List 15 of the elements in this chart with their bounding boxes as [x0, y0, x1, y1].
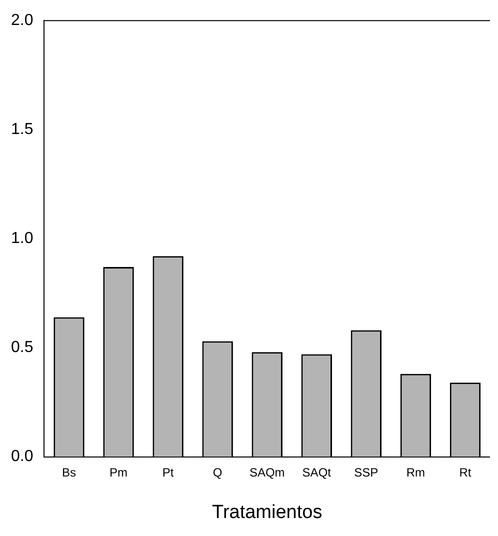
y-tick-label: 0.0 — [10, 448, 34, 466]
x-tick-label: SSP — [354, 465, 378, 480]
x-tick-label: Q — [212, 465, 222, 480]
y-tick-label: 0.5 — [10, 339, 34, 356]
y-tick-label: 1.5 — [10, 121, 34, 138]
x-tick-label: Bs — [62, 465, 76, 480]
x-tick-label: Pt — [162, 465, 174, 480]
x-tick-label: Pm — [110, 465, 128, 480]
x-tick-label: SAQt — [302, 465, 332, 480]
y-tick-label: 2.0 — [10, 12, 34, 30]
y-tick-label: 1.0 — [10, 230, 34, 248]
x-tick-label: Rt — [459, 465, 472, 480]
x-tick-label: Rm — [406, 465, 426, 480]
x-axis-title: Tratamientos — [212, 502, 322, 523]
x-tick-label: SAQm — [249, 465, 285, 480]
